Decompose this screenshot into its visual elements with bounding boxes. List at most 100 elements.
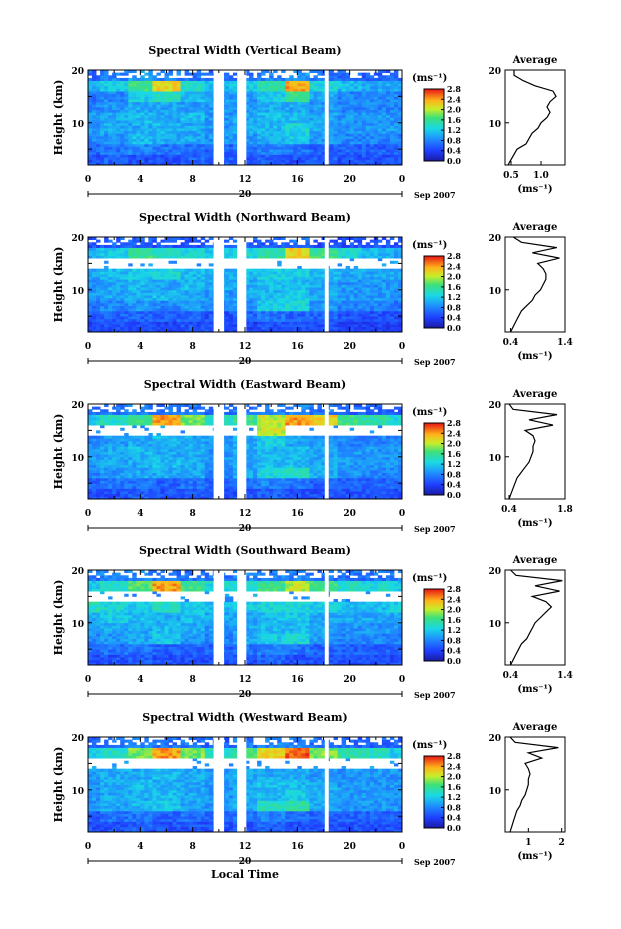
heatmap-cell (164, 75, 169, 79)
heatmap-cell (373, 289, 379, 293)
heatmap-cell (301, 75, 306, 79)
heatmap-cell (88, 287, 93, 291)
heatmap-cell (357, 287, 363, 291)
heatmap-cell (321, 146, 326, 150)
heatmap-cell (329, 284, 334, 288)
heatmap-cell (393, 284, 399, 288)
heatmap-cell (245, 268, 250, 272)
heatmap-cell (208, 252, 214, 256)
heatmap-cell (232, 318, 238, 322)
heatmap-cell (128, 122, 133, 126)
heatmap-cell (269, 284, 274, 288)
heatmap-cell (253, 324, 258, 328)
heatmap-cell (96, 80, 101, 84)
heatmap-cell (180, 104, 186, 108)
heatmap-cell (321, 308, 326, 312)
heatmap-cell (104, 271, 109, 275)
heatmap-cell (357, 316, 363, 320)
heatmap-cell (393, 324, 399, 328)
heatmap-cell (381, 157, 387, 161)
heatmap-cell (277, 112, 282, 116)
heatmap-cell (144, 143, 149, 147)
heatmap-cell (96, 157, 101, 161)
heatmap-cell (297, 93, 302, 97)
heatmap-cell (192, 80, 198, 84)
heatmap-cell (140, 300, 145, 304)
heatmap-cell (224, 133, 230, 137)
heatmap-cell (156, 138, 161, 142)
heatmap-cell (349, 321, 355, 325)
heatmap-cell (357, 104, 363, 108)
heatmap-cell (196, 91, 202, 95)
heatmap-cell (164, 154, 169, 158)
heatmap-cell (365, 130, 371, 134)
heatmap-cell (120, 284, 125, 288)
heatmap-cell (184, 326, 190, 330)
heatmap-cell (208, 96, 214, 100)
heatmap-cell (333, 83, 338, 87)
heatmap-cell (124, 117, 129, 121)
heatmap-cell (96, 292, 101, 296)
heatmap-cell (397, 106, 403, 110)
heatmap-cell (152, 104, 157, 108)
heatmap-cell (261, 101, 266, 105)
heatmap-cell (196, 252, 202, 256)
heatmap-cell (321, 300, 326, 304)
heatmap-cell (192, 310, 198, 314)
heatmap-cell (96, 255, 101, 259)
heatmap-cell (289, 318, 294, 322)
heatmap-cell (253, 93, 258, 97)
heatmap-cell (112, 135, 117, 140)
heatmap-cell (168, 106, 173, 110)
heatmap-cell (261, 72, 266, 76)
heatmap-cell (232, 305, 238, 309)
heatmap-cell (297, 266, 302, 270)
heatmap-cell (353, 88, 359, 92)
heatmap-cell (124, 101, 129, 105)
heatmap-cell (88, 324, 93, 328)
heatmap-cell (269, 117, 274, 121)
heatmap-cell (144, 130, 149, 134)
heatmap-cell (253, 159, 258, 163)
heatmap-cell (365, 143, 371, 147)
heatmap-cell (373, 321, 379, 325)
heatmap-cell (208, 295, 214, 299)
heatmap-cell (152, 300, 157, 304)
heatmap-cell (281, 292, 286, 296)
heatmap-cell (120, 276, 125, 280)
heatmap-cell (393, 276, 399, 280)
heatmap-cell (172, 93, 177, 97)
heatmap-cell (269, 279, 274, 283)
heatmap-cell (224, 279, 230, 283)
heatmap-cell (253, 125, 258, 129)
heatmap-cell (156, 292, 161, 296)
heatmap-cell (353, 117, 359, 121)
heatmap-cell (112, 80, 117, 84)
heatmap-cell (305, 138, 310, 142)
heatmap-cell (208, 143, 214, 147)
heatmap-cell (313, 77, 318, 81)
heatmap-cell (373, 279, 379, 283)
heatmap-cell (228, 252, 234, 256)
heatmap-cell (353, 297, 359, 301)
heatmap-cell (148, 117, 153, 121)
heatmap-cell (277, 80, 282, 84)
heatmap-cell (393, 287, 399, 291)
heatmap-cell (164, 99, 169, 103)
heatmap-cell (92, 289, 97, 293)
heatmap-cell (184, 83, 190, 87)
heatmap-cell (124, 80, 129, 84)
heatmap-cell (301, 133, 306, 137)
heatmap-cell (164, 321, 169, 325)
heatmap-cell (172, 149, 177, 153)
heatmap-cell (289, 112, 294, 116)
heatmap-cell (261, 143, 266, 147)
heatmap-cell (369, 93, 375, 97)
heatmap-cell (353, 109, 359, 113)
heatmap-cell (168, 151, 173, 155)
heatmap-cell (369, 276, 375, 280)
heatmap-cell (148, 271, 153, 275)
heatmap-cell (144, 321, 149, 325)
heatmap-cell (377, 289, 383, 293)
heatmap-cell (269, 273, 274, 277)
